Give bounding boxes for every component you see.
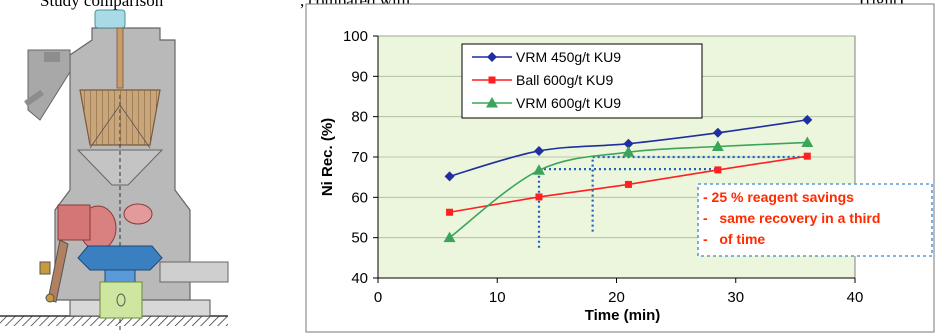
legend-swatch-marker (486, 97, 498, 108)
data-point-series-0 (444, 171, 455, 182)
y-tick-label: 70 (351, 149, 368, 166)
y-axis-title: Ni Rec. (%) (319, 118, 336, 196)
grinding-table (77, 245, 163, 271)
y-tick-label: 60 (351, 189, 368, 206)
x-tick-label: 30 (727, 289, 744, 306)
annotation-box (697, 183, 933, 257)
y-tick-label: 50 (351, 230, 368, 247)
x-tick-label: 40 (847, 289, 864, 306)
y-tick-label: 80 (351, 109, 368, 126)
data-point-series-0 (623, 138, 634, 149)
y-tick-label: 90 (351, 68, 368, 85)
data-point-series-1 (803, 152, 811, 160)
legend-swatch-marker (488, 76, 496, 84)
data-point-series-0 (802, 114, 813, 125)
legend-swatch-marker (487, 52, 497, 62)
x-tick-label: 20 (608, 289, 625, 306)
data-point-series-2 (443, 231, 456, 243)
x-tick-label: 0 (374, 289, 382, 306)
data-point-series-0 (712, 127, 723, 138)
data-point-series-2 (532, 164, 545, 175)
data-point-series-2 (622, 146, 635, 157)
hot-gas-duct (159, 261, 229, 283)
data-point-series-2 (801, 136, 814, 147)
data-point-series-1 (535, 193, 543, 201)
legend-entry-label: Ball 600g/t KU9 (516, 72, 613, 88)
data-point-series-2 (711, 140, 724, 152)
data-point-series-0 (533, 145, 544, 156)
top-cap (94, 9, 126, 29)
x-axis-title: Time (min) (585, 307, 661, 324)
data-point-series-1 (446, 208, 454, 216)
y-tick-label: 100 (343, 28, 368, 45)
data-point-series-1 (624, 180, 632, 188)
data-point-series-1 (714, 166, 722, 174)
ground-hatch (0, 316, 228, 326)
legend-entry-label: VRM 600g/t KU9 (516, 95, 621, 111)
classifier-shaft (116, 27, 124, 89)
caption-fragment-left: Study comparison (40, 0, 164, 10)
gearbox (99, 281, 143, 319)
annotation-line: - of time (703, 231, 765, 247)
vertical-roller-mill-illustration (0, 9, 229, 330)
legend-entry-label: VRM 450g/t KU9 (516, 49, 621, 65)
y-tick-label: 40 (351, 270, 368, 287)
hydraulic-arm (47, 239, 69, 303)
annotation-line: - 25 % reagent savings (703, 189, 854, 205)
x-tick-label: 10 (489, 289, 506, 306)
annotation-line: - same recovery in a third (703, 210, 880, 226)
